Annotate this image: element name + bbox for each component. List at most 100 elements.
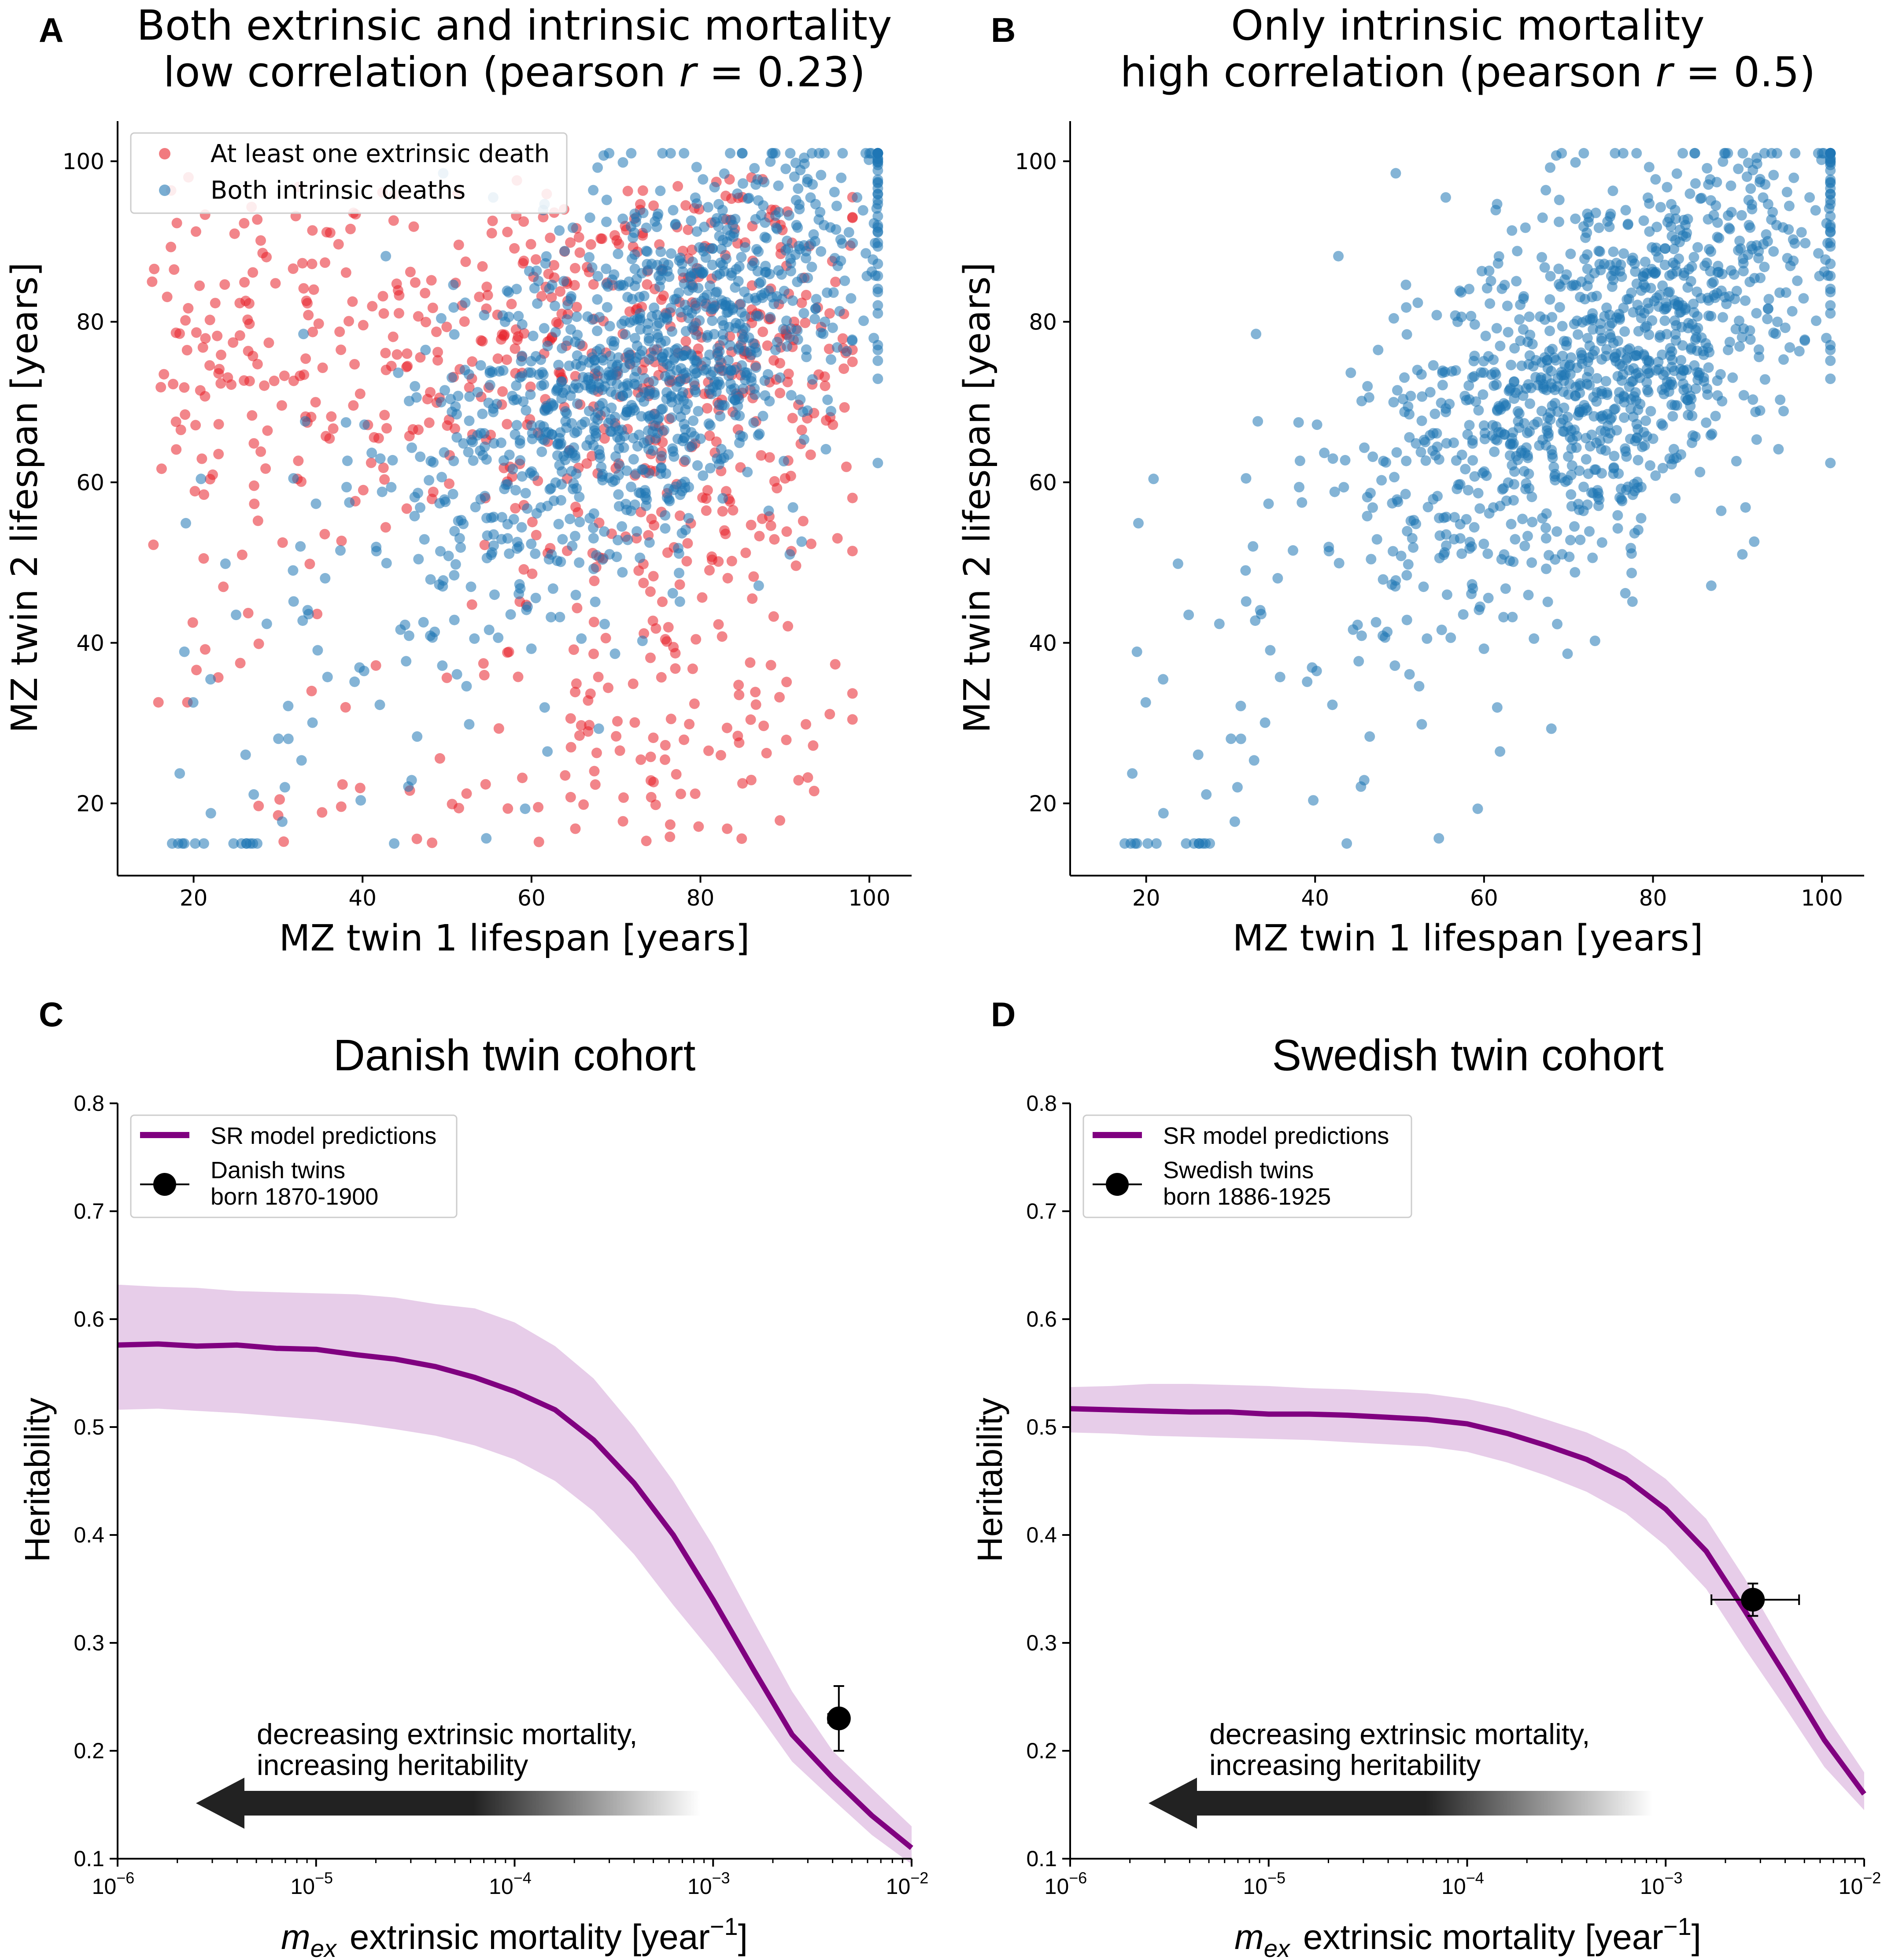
y-tick-label: 0.8 — [1026, 1091, 1057, 1116]
point-intrinsic — [652, 310, 663, 320]
point-intrinsic — [1643, 387, 1654, 398]
point-extrinsic — [171, 444, 182, 455]
point-intrinsic — [307, 717, 318, 728]
point-intrinsic — [277, 816, 288, 827]
point-intrinsic — [1158, 674, 1169, 685]
point-extrinsic — [168, 379, 179, 389]
point-extrinsic — [502, 803, 513, 814]
point-extrinsic — [247, 410, 258, 421]
point-intrinsic — [1666, 362, 1677, 373]
point-intrinsic — [1401, 302, 1412, 313]
point-intrinsic — [530, 548, 541, 559]
point-extrinsic — [510, 343, 521, 354]
point-intrinsic — [1418, 581, 1429, 592]
point-intrinsic — [1311, 666, 1322, 677]
point-intrinsic — [759, 177, 770, 188]
point-intrinsic — [1734, 341, 1745, 352]
point-intrinsic — [1725, 180, 1736, 191]
point-intrinsic — [1546, 723, 1557, 734]
point-intrinsic — [635, 552, 646, 563]
point-intrinsic — [1388, 313, 1399, 324]
point-intrinsic — [644, 537, 655, 548]
panel-d-annotation-line1: decreasing extrinsic mortality, — [1209, 1718, 1590, 1750]
point-intrinsic — [448, 302, 459, 313]
point-intrinsic — [1604, 310, 1615, 320]
point-intrinsic — [829, 253, 840, 264]
point-extrinsic — [531, 529, 542, 540]
point-intrinsic — [826, 354, 836, 365]
point-intrinsic — [1506, 359, 1517, 370]
point-intrinsic — [1629, 258, 1640, 269]
point-intrinsic — [511, 420, 522, 431]
point-intrinsic — [504, 548, 515, 559]
point-intrinsic — [469, 633, 480, 644]
point-intrinsic — [1366, 554, 1377, 565]
point-intrinsic — [790, 157, 801, 168]
point-intrinsic — [805, 192, 816, 203]
point-intrinsic — [1458, 609, 1469, 620]
point-extrinsic — [847, 688, 858, 699]
point-extrinsic — [249, 499, 260, 509]
point-extrinsic — [574, 247, 585, 258]
x-tick-label: 10−6 — [92, 1869, 135, 1899]
point-extrinsic — [358, 484, 369, 496]
point-extrinsic — [775, 815, 785, 826]
point-intrinsic — [690, 297, 701, 308]
point-extrinsic — [589, 575, 600, 586]
point-intrinsic — [607, 476, 618, 487]
panel-c-xlabel-close: ] — [738, 1917, 748, 1956]
point-intrinsic — [662, 314, 672, 325]
point-intrinsic — [1392, 385, 1403, 396]
point-intrinsic — [1226, 733, 1237, 744]
point-intrinsic — [1431, 310, 1442, 321]
point-intrinsic — [872, 374, 883, 384]
point-extrinsic — [756, 450, 767, 461]
point-intrinsic — [750, 310, 761, 321]
point-extrinsic — [310, 397, 321, 408]
point-intrinsic — [1504, 450, 1515, 461]
point-intrinsic — [1376, 475, 1387, 486]
point-intrinsic — [653, 208, 664, 219]
point-extrinsic — [147, 276, 158, 287]
point-extrinsic — [509, 243, 520, 254]
point-extrinsic — [555, 368, 566, 379]
point-extrinsic — [252, 359, 263, 370]
point-intrinsic — [1441, 407, 1452, 418]
point-intrinsic — [470, 502, 481, 513]
point-intrinsic — [1545, 271, 1556, 282]
point-intrinsic — [1688, 251, 1699, 263]
point-intrinsic — [437, 660, 448, 671]
point-intrinsic — [1784, 342, 1795, 353]
point-intrinsic — [488, 529, 499, 540]
point-intrinsic — [604, 321, 615, 332]
point-extrinsic — [148, 539, 159, 550]
point-intrinsic — [792, 334, 803, 345]
point-intrinsic — [443, 551, 454, 562]
point-extrinsic — [684, 719, 695, 730]
point-intrinsic — [792, 277, 803, 288]
point-intrinsic — [1637, 441, 1648, 452]
point-extrinsic — [568, 644, 579, 655]
point-intrinsic — [655, 185, 666, 196]
point-intrinsic — [520, 803, 531, 814]
point-intrinsic — [1740, 295, 1751, 306]
panel-c-xlabel-text: extrinsic mortality [year — [350, 1917, 710, 1956]
point-intrinsic — [279, 782, 290, 793]
point-intrinsic — [1651, 242, 1662, 253]
point-intrinsic — [342, 455, 353, 466]
point-intrinsic — [542, 746, 553, 757]
point-extrinsic — [427, 303, 438, 313]
point-intrinsic — [1133, 518, 1144, 529]
point-intrinsic — [1401, 570, 1412, 581]
point-extrinsic — [477, 261, 488, 272]
point-intrinsic — [1718, 156, 1729, 167]
point-intrinsic — [1541, 421, 1552, 432]
panel-c-xlabel-m: m — [281, 1917, 310, 1956]
point-intrinsic — [712, 270, 722, 281]
point-intrinsic — [198, 838, 209, 849]
point-intrinsic — [1232, 782, 1243, 793]
panel-d-xlabel-close: ] — [1692, 1917, 1701, 1956]
point-extrinsic — [599, 433, 610, 444]
point-intrinsic — [706, 388, 717, 399]
point-intrinsic — [1790, 148, 1801, 159]
